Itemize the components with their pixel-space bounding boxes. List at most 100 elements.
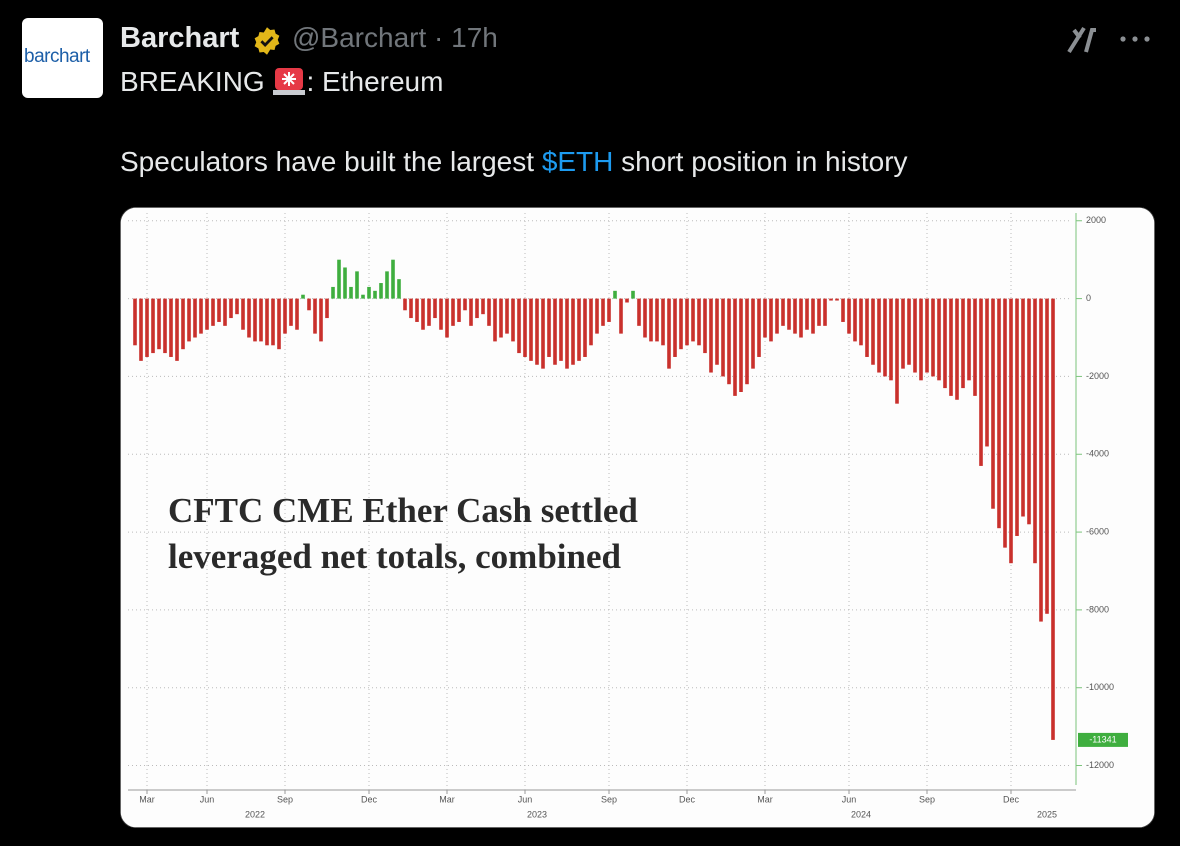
- bar: [295, 298, 299, 330]
- bar: [565, 298, 569, 369]
- bar: [997, 298, 1001, 529]
- bar: [1039, 298, 1043, 622]
- bar: [745, 298, 749, 385]
- bar: [379, 283, 383, 299]
- avatar[interactable]: barchart: [22, 18, 103, 98]
- chart[interactable]: 2000 0 -2000 -4000 -6000 -8000 -10000 -12000 Mar…: [120, 207, 1155, 828]
- bar: [391, 259, 395, 299]
- bar: [901, 298, 905, 369]
- bar: [487, 298, 491, 326]
- bar: [799, 298, 803, 338]
- x-tick-label: Mar: [439, 794, 455, 804]
- bar: [739, 298, 743, 392]
- bar: [601, 298, 605, 326]
- bar: [871, 298, 875, 365]
- more-menu[interactable]: [1118, 34, 1154, 44]
- bar: [955, 298, 959, 400]
- bar: [541, 298, 545, 369]
- bar: [691, 298, 695, 342]
- bar: [343, 267, 347, 299]
- bar: [859, 298, 863, 346]
- bar: [373, 290, 377, 299]
- x-tick-label: Dec: [679, 794, 696, 804]
- author-name[interactable]: Barchart: [120, 22, 240, 54]
- bar: [163, 298, 167, 354]
- bar: [457, 298, 461, 322]
- x-year-label: 2025: [1037, 809, 1057, 819]
- bar: [499, 298, 503, 338]
- bar: [535, 298, 539, 365]
- bar: [847, 298, 851, 334]
- x-tick-label: Dec: [361, 794, 378, 804]
- bar: [667, 298, 671, 369]
- bar: [265, 298, 269, 346]
- bar: [481, 298, 485, 315]
- bar: [781, 298, 785, 326]
- bar: [727, 298, 731, 385]
- bar: [679, 298, 683, 350]
- bar: [943, 298, 947, 389]
- bar: [325, 298, 329, 319]
- bar: [223, 298, 227, 326]
- bar: [607, 298, 611, 322]
- handle-time[interactable]: @Barchart · 17h: [292, 22, 498, 53]
- x-tick-label: Sep: [277, 794, 293, 804]
- bar: [1045, 298, 1049, 614]
- cashtag-link[interactable]: $ETH: [541, 146, 614, 177]
- bar: [181, 298, 185, 350]
- tweet-line: Speculators have built the largest $ETH …: [120, 146, 908, 178]
- x-tick-label: Mar: [757, 794, 773, 804]
- bar: [925, 298, 929, 373]
- bar: [247, 298, 251, 338]
- bar: [517, 298, 521, 354]
- bar: [253, 298, 257, 342]
- bar: [133, 298, 137, 346]
- bar: [301, 294, 305, 299]
- bar: [403, 298, 407, 311]
- bar: [463, 298, 467, 311]
- bar: [895, 298, 899, 404]
- bar: [877, 298, 881, 373]
- y-tick-label: -12000: [1086, 760, 1114, 770]
- bar: [523, 298, 527, 357]
- bar: [649, 298, 653, 342]
- x-tick-label: Jun: [200, 794, 215, 804]
- bar: [307, 298, 311, 311]
- bar: [619, 298, 623, 334]
- bar: [841, 298, 845, 322]
- bar: [553, 298, 557, 365]
- x-tick-label: Jun: [842, 794, 857, 804]
- bar: [139, 298, 143, 361]
- bar: [211, 298, 215, 326]
- bar: [949, 298, 953, 396]
- x-tick-label: Mar: [139, 794, 155, 804]
- bar: [907, 298, 911, 365]
- bar: [583, 298, 587, 357]
- tweet-text: Speculators have built the largest: [120, 146, 542, 177]
- chart-annotation: leveraged net totals, combined: [168, 537, 622, 576]
- bar: [445, 298, 449, 338]
- y-tick-label: -6000: [1086, 526, 1109, 536]
- bar: [643, 298, 647, 338]
- bar: [1033, 298, 1037, 564]
- bar: [259, 298, 263, 342]
- bar: [757, 298, 761, 357]
- bar: [313, 298, 317, 334]
- bar: [271, 298, 275, 346]
- bar: [817, 298, 821, 326]
- bar: [835, 298, 839, 301]
- grok-icon[interactable]: [1066, 24, 1100, 54]
- bar: [751, 298, 755, 369]
- bar: [673, 298, 677, 357]
- bar: [289, 298, 293, 326]
- tweet-text: : Ethereum: [306, 66, 444, 97]
- bar: [493, 298, 497, 342]
- bar: [685, 298, 689, 346]
- bar: [937, 298, 941, 381]
- bar: [661, 298, 665, 346]
- y-tick-label: 0: [1086, 293, 1091, 303]
- bar: [217, 298, 221, 322]
- bar: [1015, 298, 1019, 536]
- bar: [763, 298, 767, 338]
- bar: [283, 298, 287, 334]
